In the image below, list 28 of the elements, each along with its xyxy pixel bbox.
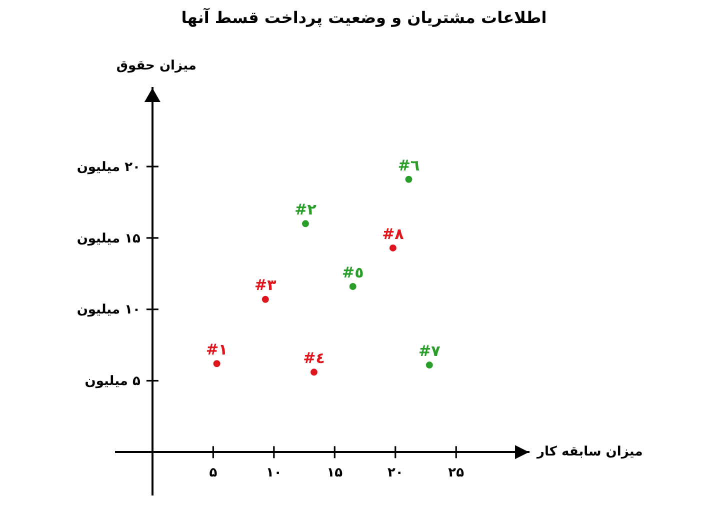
x-tick-label: ۵: [209, 466, 218, 481]
series-label: #٢: [294, 200, 316, 219]
point: [349, 283, 356, 290]
point: [262, 296, 269, 303]
x-axis-title: میزان سابقه کار: [536, 444, 643, 460]
series-label: #٣: [254, 276, 276, 294]
x-tick-label: ۱۰: [266, 466, 282, 481]
y-axis-title: میزان حقوق: [116, 58, 196, 74]
y-tick-label: ۱۵ میلیون: [76, 231, 140, 246]
y-tick-label: ۲۰ میلیون: [76, 160, 140, 175]
x-tick-label: ۲۵: [448, 466, 464, 481]
series-label: #٤: [303, 349, 325, 368]
y-tick-label: ۱۰ میلیون: [76, 302, 140, 318]
series-label: #٧: [418, 342, 440, 360]
chart-title: اطلاعات مشتریان و وضعیت پرداخت قسط آنها: [181, 7, 547, 28]
point: [310, 368, 318, 376]
x-tick-label: ۲۰: [387, 466, 404, 481]
series-label: #١: [206, 340, 228, 359]
x-tick-label: ۱۵: [326, 466, 343, 481]
point: [213, 360, 220, 368]
y-tick-label: ۵ میلیون: [84, 374, 141, 390]
point: [426, 362, 433, 369]
point: [405, 176, 412, 183]
point: [302, 220, 309, 228]
series-label: #٥: [342, 263, 364, 282]
point: [389, 244, 396, 252]
series-label: #٨: [382, 224, 404, 243]
series-label: #٦: [398, 156, 420, 174]
